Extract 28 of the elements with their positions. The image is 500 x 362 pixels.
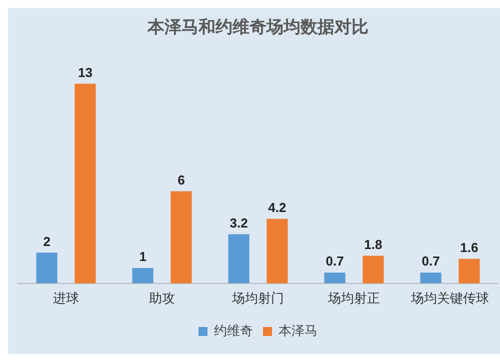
bar xyxy=(458,258,480,284)
x-tick-label: 进球 xyxy=(53,292,79,307)
bar xyxy=(324,272,346,284)
chart-title: 本泽马和约维奇场均数据对比 xyxy=(146,18,368,38)
data-label: 1.6 xyxy=(460,240,478,255)
bar xyxy=(266,218,288,284)
bar xyxy=(36,252,58,284)
legend-label: 约维奇 xyxy=(214,324,253,339)
legend-label: 本泽马 xyxy=(278,324,318,339)
x-tick-label: 场均射门 xyxy=(231,290,284,307)
data-label: 4.2 xyxy=(268,200,286,215)
bar xyxy=(228,234,250,284)
data-label: 2 xyxy=(43,234,50,249)
x-tick-label: 场均射正 xyxy=(327,292,380,307)
bar xyxy=(420,272,442,284)
data-label: 0.7 xyxy=(326,254,344,269)
data-label: 6 xyxy=(178,172,185,188)
bar xyxy=(132,268,154,284)
x-tick-label: 助攻 xyxy=(149,292,175,307)
bar xyxy=(362,256,384,284)
data-label: 1 xyxy=(139,249,146,264)
bar xyxy=(74,84,96,284)
x-tick-label: 场均关键传球 xyxy=(410,292,489,307)
bar xyxy=(170,191,192,284)
data-label: 13 xyxy=(78,64,92,80)
data-label: 3.2 xyxy=(230,215,248,230)
data-label: 1.8 xyxy=(364,236,382,252)
data-label: 0.7 xyxy=(422,254,440,269)
